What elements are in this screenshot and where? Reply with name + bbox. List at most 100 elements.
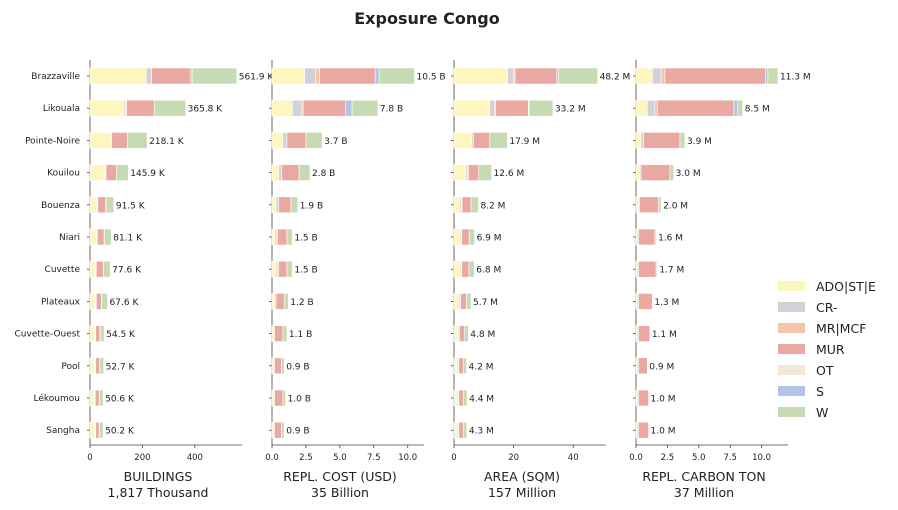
bar-segment (111, 132, 128, 149)
category-label: Plateaux (41, 297, 81, 307)
x-tick-label: 10.0 (752, 453, 771, 463)
bar-segment (281, 421, 285, 439)
bar-segment (95, 260, 104, 278)
bar-total-label: 50.2 K (105, 427, 135, 437)
legend-swatch (778, 407, 805, 417)
x-tick-label: 0 (87, 453, 92, 463)
bar-segment (767, 67, 779, 85)
bar-total-label: 8.5 M (745, 105, 770, 115)
bar-total-label: 5.7 M (473, 298, 498, 308)
bar-segment (274, 389, 284, 407)
bar-segment (463, 389, 468, 407)
bar-total-label: 81.1 K (113, 234, 143, 244)
bar-segment (470, 196, 479, 214)
bar-segment (278, 260, 288, 278)
bar-segment (283, 293, 289, 310)
bar-segment (635, 132, 642, 149)
bar-segment (275, 196, 280, 214)
bar-segment (89, 196, 97, 214)
bar-segment (635, 196, 639, 214)
category-label: Lékoumou (34, 393, 80, 404)
bar-total-label: 3.7 B (324, 137, 347, 147)
bar-segment (458, 389, 464, 407)
category-label: Pool (61, 362, 80, 372)
chart-panels: Brazzaville Likouala Pointe-Noire Kouilou Bo… (15, 60, 811, 500)
bar-total-label: 77.6 K (112, 266, 142, 276)
bar-total-label: 8.2 M (480, 201, 505, 211)
bar-segment (89, 293, 96, 310)
bar-segment (453, 421, 458, 439)
bar-segment (514, 67, 558, 85)
bar-segment (453, 260, 461, 278)
bar-segment (652, 67, 662, 85)
chart-panel: 0.0 2.5 5.0 7.5 10.0 11.3 M 8.5 M 3.9 M 3.0 M 2.0… (629, 60, 811, 500)
bar-segment (277, 228, 288, 246)
bar-segment (463, 421, 468, 439)
legend-swatch (778, 365, 805, 375)
bar-segment (635, 67, 653, 85)
bar-segment (271, 99, 293, 117)
bar-segment (669, 164, 674, 181)
x-tick-label: 2.5 (661, 453, 675, 463)
bar-segment (461, 260, 470, 278)
bar-segment (639, 196, 659, 214)
bar-segment (95, 357, 100, 375)
x-tick-label: 5.0 (692, 453, 706, 463)
bar-segment (274, 325, 284, 342)
x-axis-total: 35 Billion (311, 485, 369, 500)
chart-legend: ADO|ST|E CR- MR|MCF MUR OT SW (778, 279, 876, 420)
bar-segment (101, 293, 108, 310)
bar-segment (453, 164, 467, 181)
legend-label: ADO|ST|E (816, 279, 876, 294)
x-tick-label: 10.0 (398, 453, 417, 463)
bar-segment (461, 228, 470, 246)
bar-segment (151, 67, 192, 85)
bar-segment (275, 293, 285, 310)
bar-segment (292, 99, 303, 117)
category-label: Bouenza (41, 201, 80, 211)
legend-swatch (778, 344, 805, 354)
x-tick-label: 20 (508, 453, 519, 463)
bar-segment (460, 293, 467, 310)
bar-segment (103, 260, 111, 278)
bar-segment (638, 357, 648, 375)
bar-segment (282, 389, 286, 407)
legend-swatch (778, 281, 805, 291)
bar-total-label: 50.6 K (105, 395, 135, 405)
bar-total-label: 1.5 B (294, 266, 317, 276)
x-axis-total: 1,817 Thousand (108, 485, 209, 500)
bar-segment (99, 421, 104, 439)
bar-segment (638, 228, 656, 246)
bar-total-label: 91.5 K (116, 201, 146, 211)
bar-segment (453, 132, 473, 149)
bar-total-label: 4.4 M (469, 395, 494, 405)
bar-total-label: 7.8 B (380, 105, 403, 115)
bar-total-label: 12.6 M (494, 169, 525, 179)
bar-segment (153, 99, 186, 117)
bar-segment (507, 67, 514, 85)
bar-total-label: 10.5 B (417, 73, 446, 83)
bar-segment (638, 260, 657, 278)
bar-segment (473, 132, 491, 149)
bar-segment (94, 389, 100, 407)
bar-segment (116, 164, 129, 181)
category-label: Brazzaville (31, 72, 80, 82)
x-tick-label: 7.5 (367, 453, 381, 463)
legend-label: W (816, 405, 828, 420)
bar-segment (635, 164, 641, 181)
bar-segment (495, 99, 529, 117)
x-axis-total: 157 Million (488, 485, 556, 500)
bar-segment (558, 67, 598, 85)
bar-total-label: 1.0 M (651, 427, 676, 437)
bar-segment (459, 325, 466, 342)
bar-segment (462, 357, 467, 375)
bar-segment (97, 196, 107, 214)
bar-segment (468, 260, 475, 278)
bar-segment (478, 164, 492, 181)
bar-segment (655, 260, 658, 278)
bar-total-label: 0.9 M (649, 362, 674, 372)
bar-segment (274, 421, 282, 439)
bar-segment (286, 228, 293, 246)
bar-segment (290, 196, 299, 214)
bar-total-label: 4.2 M (469, 362, 494, 372)
